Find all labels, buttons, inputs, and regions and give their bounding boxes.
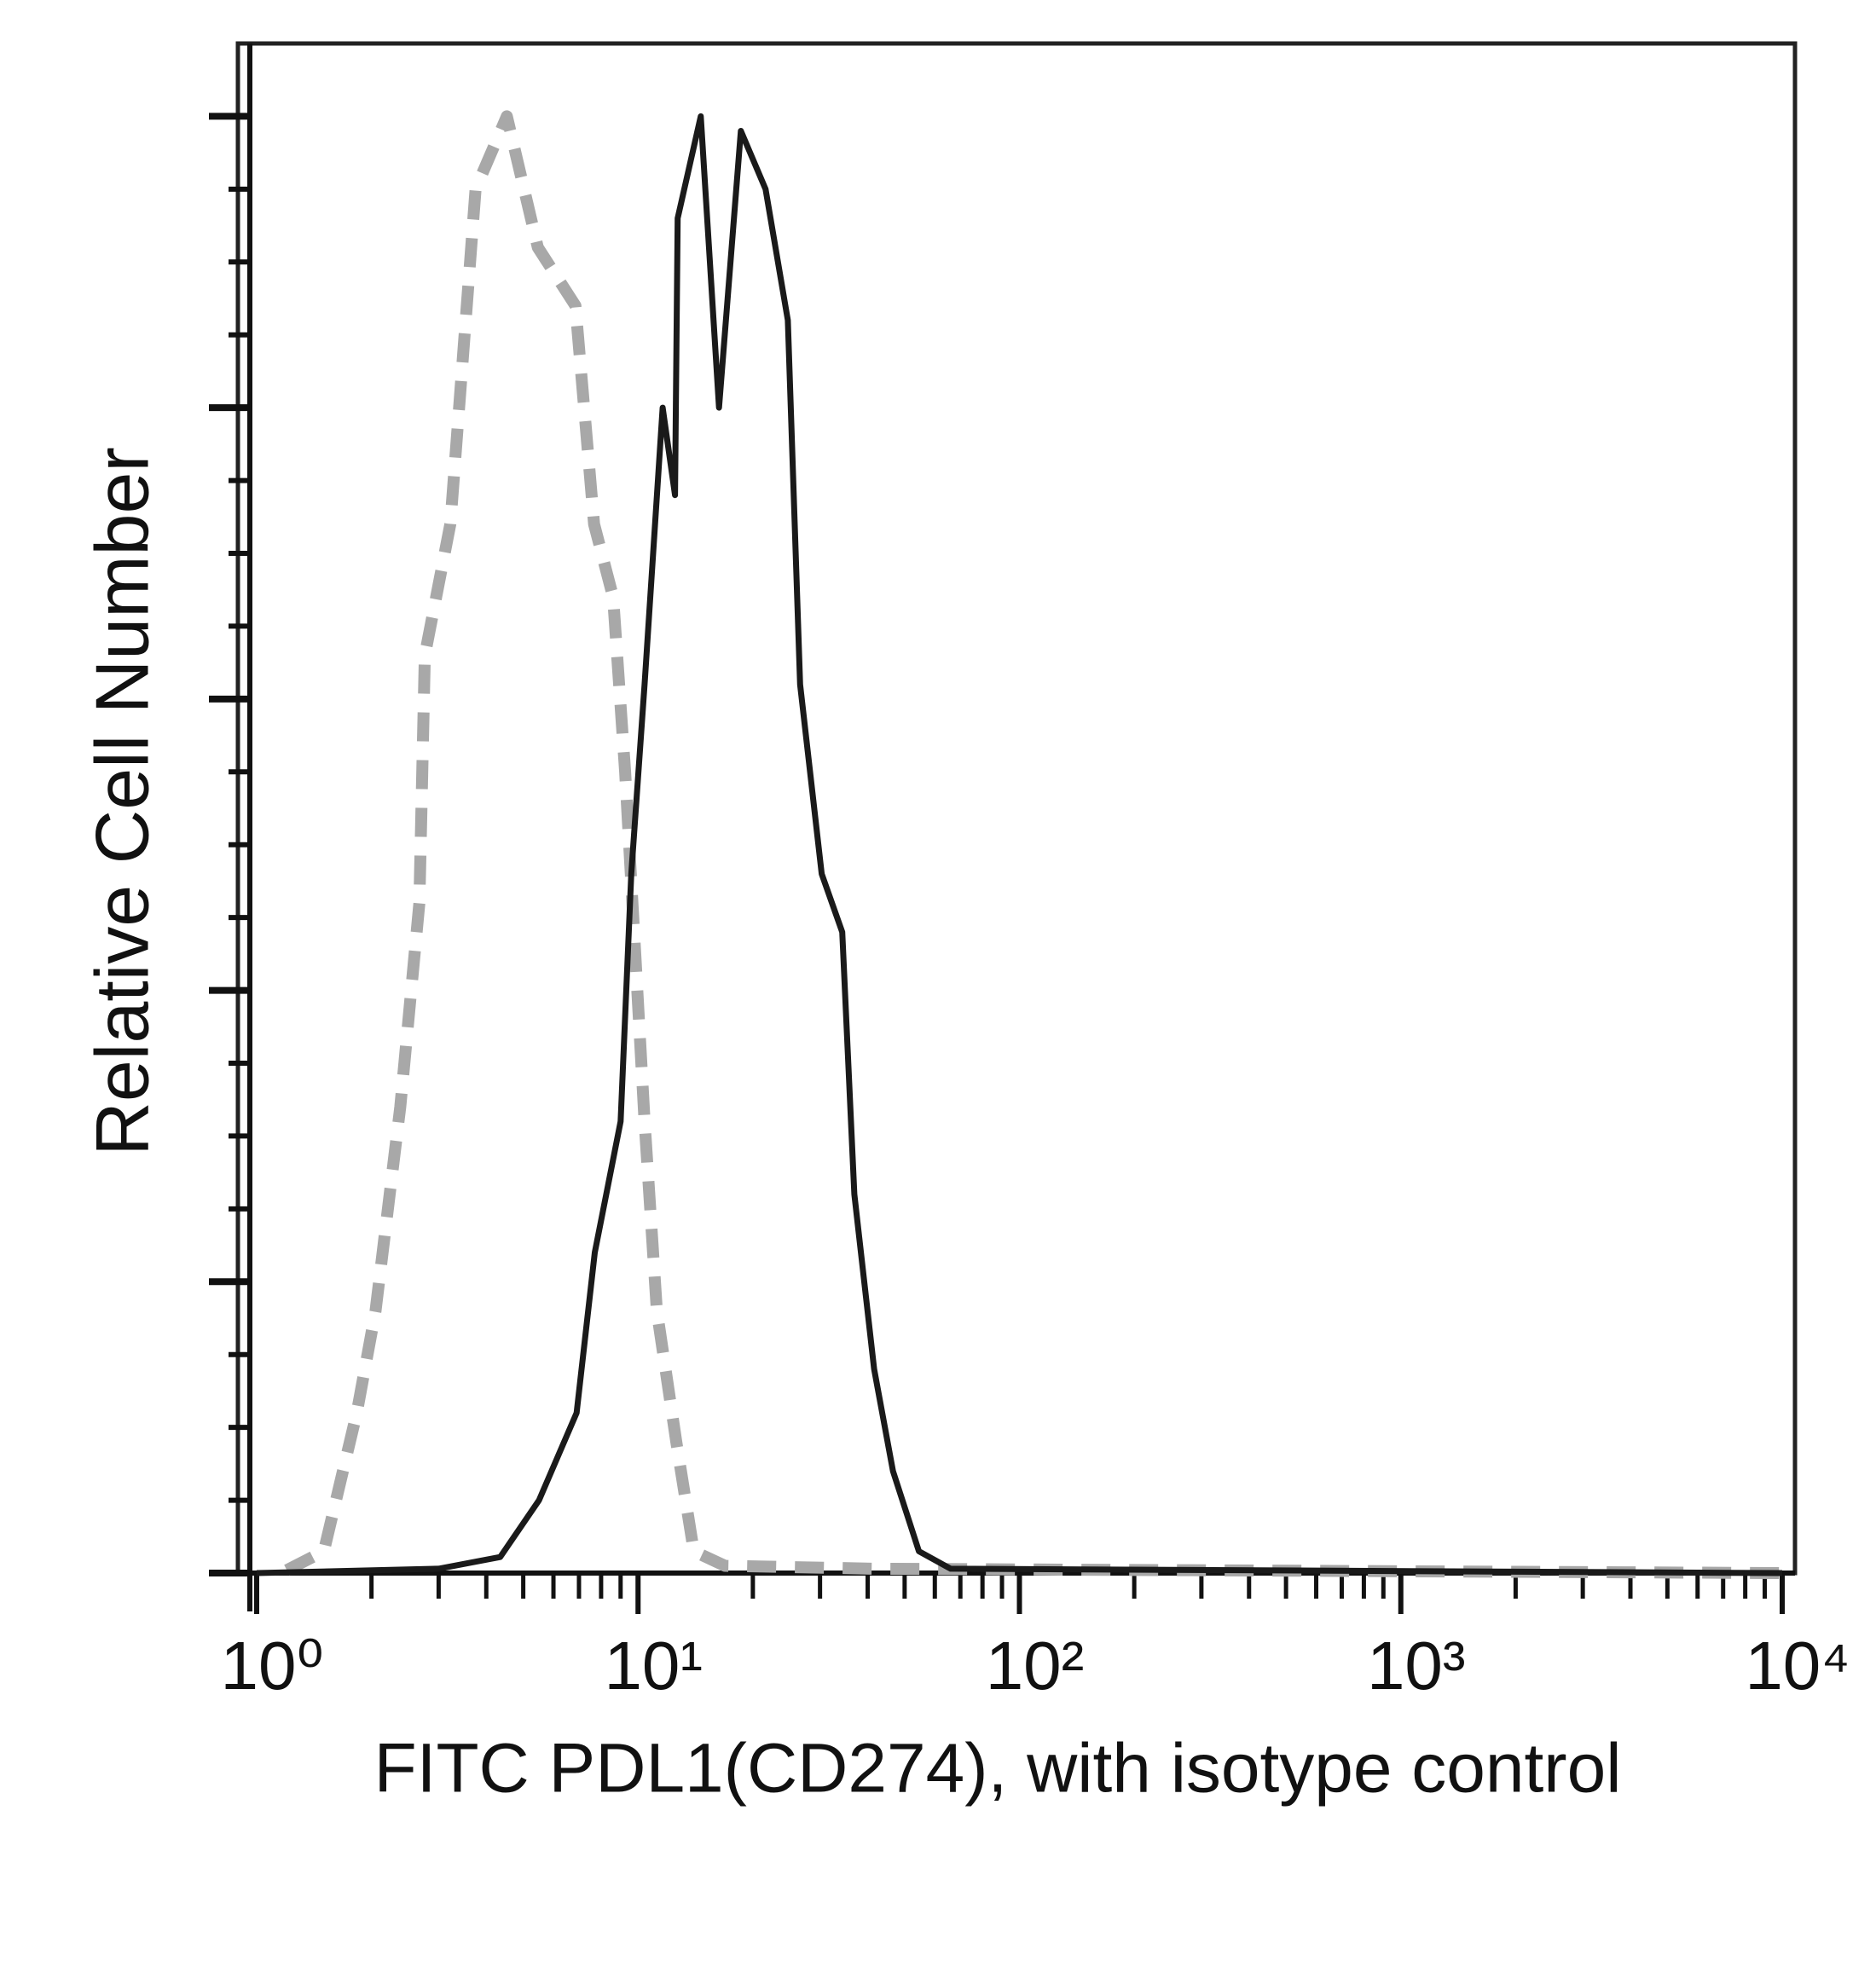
histogram-line: [256, 113, 1783, 1576]
x-tick-label: 10⁰: [220, 1628, 323, 1704]
x-tick-label: 10³: [1367, 1628, 1466, 1704]
x-tick-label: 10²: [986, 1628, 1085, 1704]
x-axis-title: FITC PDL1(CD274), with isotype control: [374, 1730, 1622, 1808]
y-axis-title: Relative Cell Number: [79, 447, 164, 1155]
x-tick-label: 10¹: [604, 1628, 703, 1704]
histogram-line: [284, 110, 1783, 1579]
x-tick-label: 10⁴: [1745, 1628, 1850, 1704]
plot-frame: [235, 41, 1798, 1576]
